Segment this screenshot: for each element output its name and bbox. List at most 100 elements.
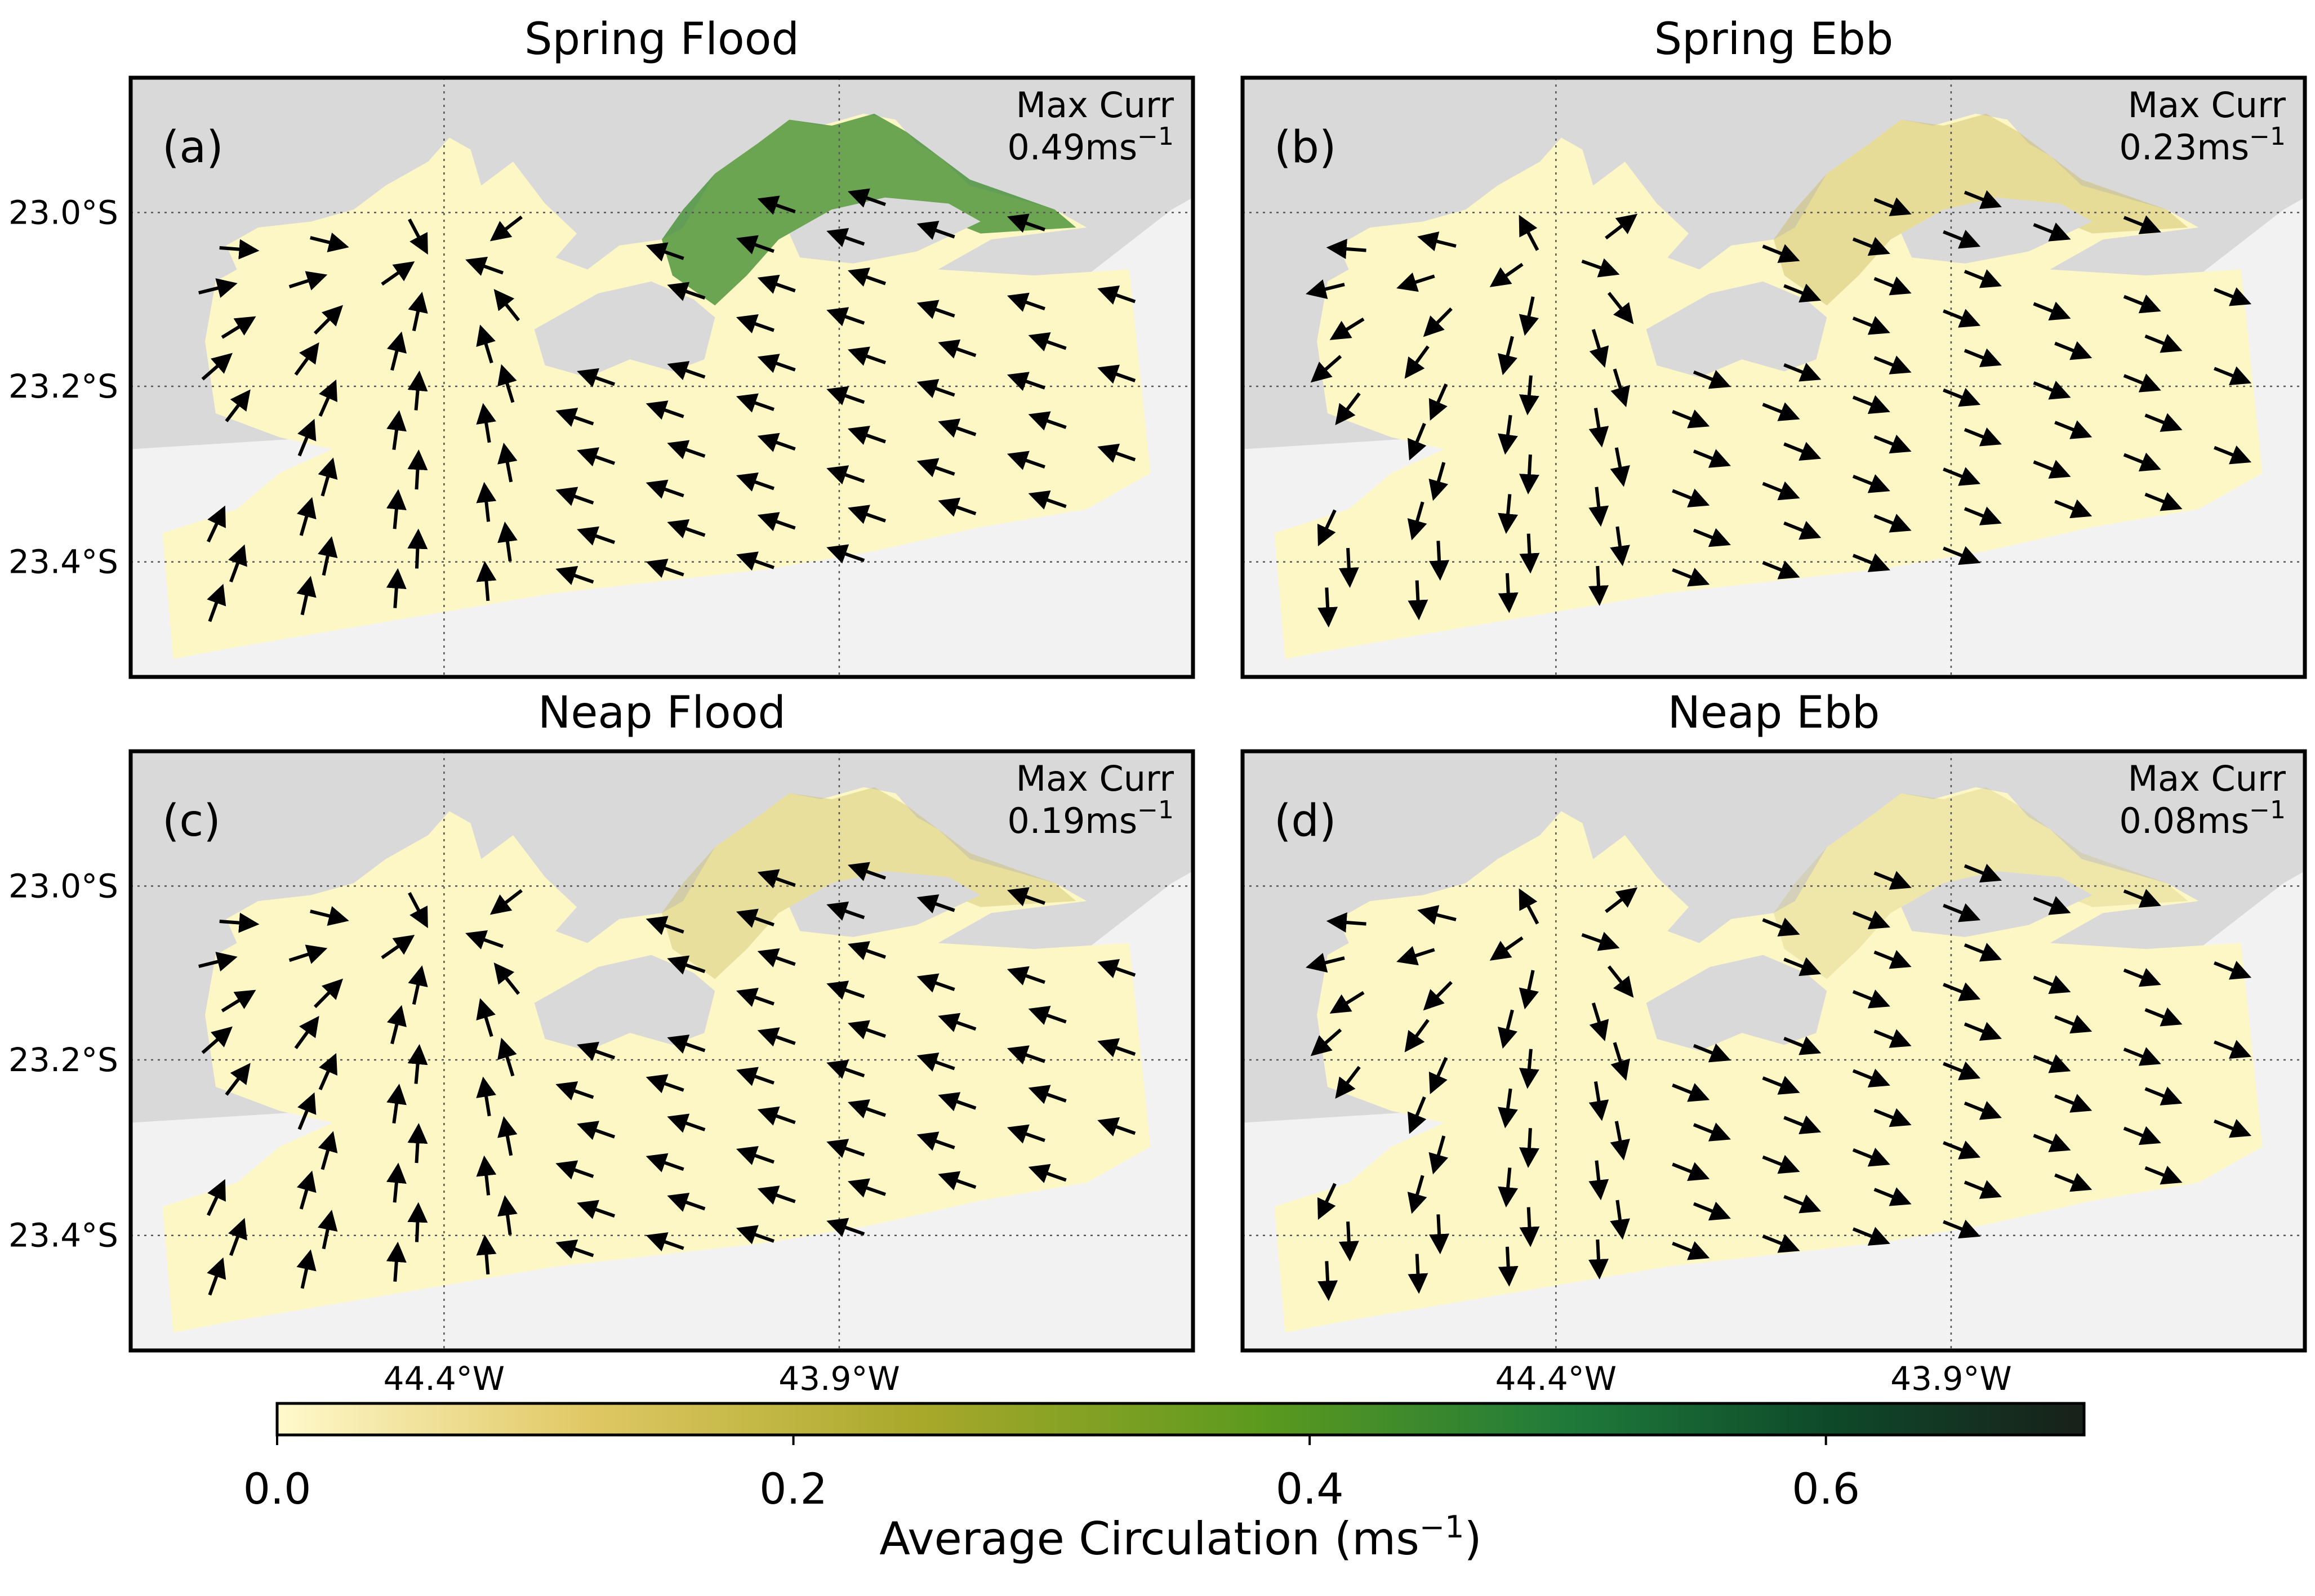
max-current-value: 0.23ms−1 <box>2119 122 2286 168</box>
current-arrow <box>1007 966 1045 986</box>
current-arrow <box>645 559 684 578</box>
current-arrow <box>1404 345 1430 379</box>
current-arrow <box>1519 1207 1540 1247</box>
current-arrow <box>757 869 796 889</box>
current-arrow <box>826 307 865 327</box>
current-arrow <box>476 998 496 1037</box>
current-arrow <box>645 1074 684 1094</box>
max-current-label: Max Curr <box>2128 84 2286 126</box>
island <box>534 955 715 1051</box>
current-arrow <box>1317 1183 1337 1220</box>
current-arrow <box>1672 568 1710 587</box>
current-arrow <box>1610 526 1630 567</box>
current-arrow <box>2033 381 2071 400</box>
panel-title: Spring Flood <box>524 14 799 65</box>
current-arrow <box>1498 1246 1519 1287</box>
current-arrow <box>1489 936 1524 961</box>
lat-tick-label: 23.2°S <box>8 1041 118 1079</box>
current-arrow <box>1964 427 2002 447</box>
map-area <box>131 751 1193 1350</box>
current-arrow <box>1607 292 1634 324</box>
current-arrow <box>848 862 887 881</box>
current-arrow <box>1423 307 1453 337</box>
current-arrow <box>2144 492 2183 511</box>
current-arrow <box>476 1234 497 1275</box>
current-arrow <box>225 389 251 422</box>
current-arrow <box>757 195 796 215</box>
map-area <box>1243 751 2305 1350</box>
current-arrow <box>386 489 407 529</box>
current-arrow <box>407 1044 428 1084</box>
current-arrow <box>2054 1094 2093 1113</box>
current-arrow <box>1581 258 1620 278</box>
current-arrow <box>1028 1085 1067 1104</box>
current-arrow <box>207 1257 226 1296</box>
current-arrow <box>916 300 955 319</box>
current-arrow <box>1326 912 1366 933</box>
panel-letter: (a) <box>162 122 224 173</box>
current-arrow <box>1404 1019 1430 1053</box>
current-arrow <box>555 1160 594 1180</box>
current-arrow <box>2033 896 2071 915</box>
colorbar-tick-label: 0.2 <box>759 1464 827 1514</box>
current-arrow <box>1943 467 1981 486</box>
current-arrow <box>577 447 616 467</box>
current-arrow <box>1396 946 1435 966</box>
bay-shading <box>1774 787 2188 979</box>
current-arrow <box>1762 1076 1800 1095</box>
current-arrow <box>1588 1081 1609 1121</box>
current-arrow <box>1498 1088 1518 1129</box>
current-arrow <box>1693 1122 1731 1142</box>
current-arrow <box>387 331 407 371</box>
current-arrow <box>826 544 865 564</box>
island <box>534 281 715 377</box>
current-arrow <box>387 1005 407 1045</box>
current-arrow <box>2144 1086 2183 1105</box>
island <box>1901 871 2093 937</box>
current-arrow <box>1852 1227 1890 1246</box>
current-arrow <box>1498 336 1517 376</box>
max-current-label: Max Curr <box>2128 758 2286 799</box>
current-arrow <box>1762 917 1800 937</box>
current-arrow <box>407 1123 428 1163</box>
current-arrow <box>757 433 796 452</box>
current-arrow <box>826 465 865 485</box>
current-arrow <box>1408 1096 1427 1134</box>
current-arrow <box>1943 546 1981 565</box>
current-arrow <box>2214 287 2252 306</box>
colorbar-label: Average Circulation (ms−1) <box>879 1509 1481 1565</box>
bay-shading <box>662 787 1076 979</box>
current-arrow <box>1762 1234 1800 1253</box>
current-arrow <box>1672 1162 1710 1181</box>
current-arrow <box>1306 953 1345 973</box>
current-arrow <box>1783 957 1822 977</box>
current-arrow <box>1498 494 1519 534</box>
current-arrow <box>1610 1200 1630 1240</box>
current-arrow <box>1519 454 1539 495</box>
lon-tick-label: 43.9°W <box>1890 1359 2012 1398</box>
current-arrow <box>1964 863 2002 883</box>
current-arrow <box>1317 587 1338 628</box>
current-arrow <box>2214 961 2252 980</box>
lon-tick-label: 43.9°W <box>778 1359 900 1398</box>
current-arrow <box>198 952 238 972</box>
current-arrow <box>489 215 523 242</box>
current-arrow <box>555 1239 594 1259</box>
current-arrow <box>2123 968 2161 987</box>
current-arrow <box>1610 1042 1630 1081</box>
current-arrow <box>228 1218 247 1256</box>
island <box>1646 955 1827 1051</box>
current-arrow <box>296 1170 317 1210</box>
current-arrow <box>1588 487 1609 527</box>
current-arrow <box>1672 1241 1710 1260</box>
current-arrow <box>757 274 796 294</box>
current-arrow <box>1873 1029 1912 1048</box>
current-arrow <box>1943 387 1981 407</box>
colorbar-label-close: ) <box>1464 1513 1481 1565</box>
current-arrow <box>2123 294 2161 314</box>
panel-letter: (b) <box>1274 122 1336 173</box>
current-arrow <box>555 487 594 506</box>
current-arrow <box>1964 1101 2002 1120</box>
current-arrow <box>2144 1007 2183 1027</box>
